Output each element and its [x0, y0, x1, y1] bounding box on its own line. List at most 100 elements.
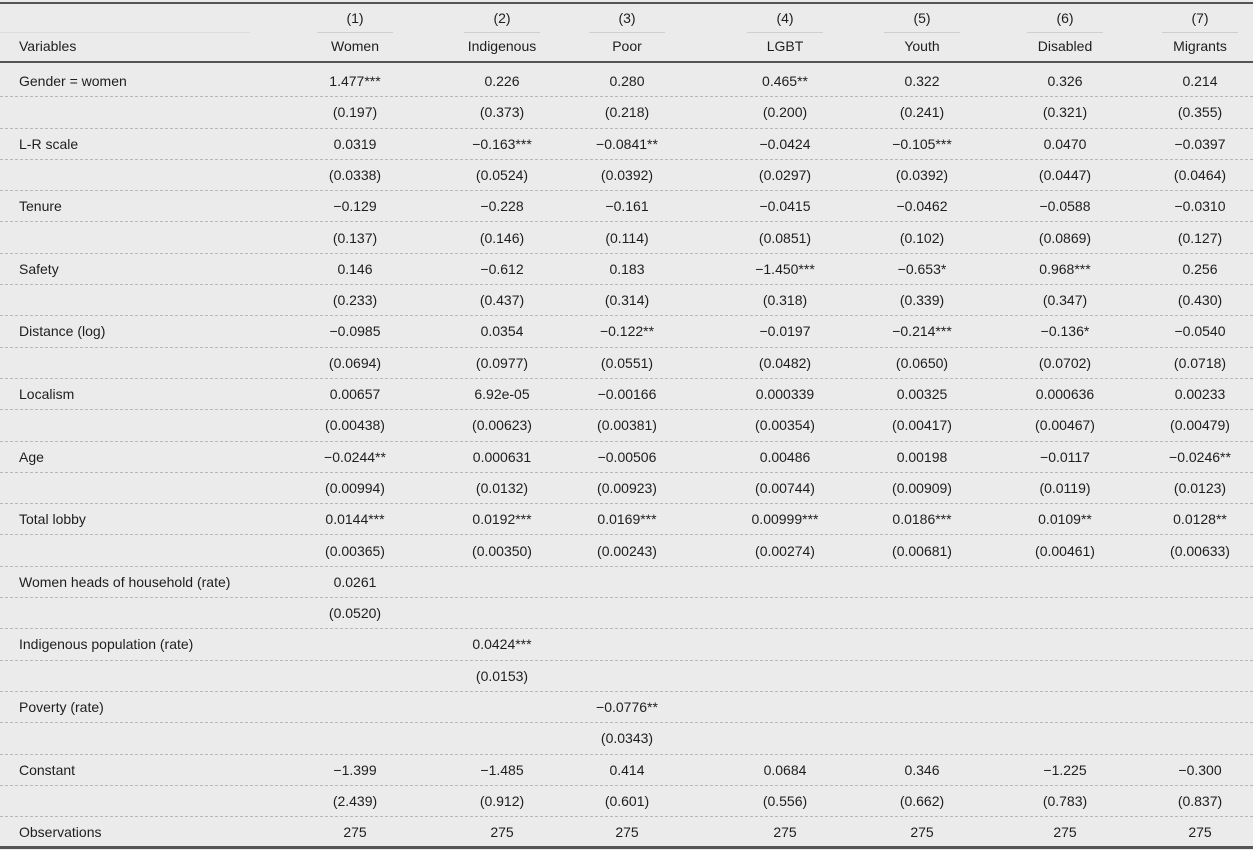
- coefficient: 0.00657: [329, 386, 381, 402]
- coefficient: 6.92e-05: [474, 386, 530, 402]
- coefficient-row: Poverty (rate) −0.0776**: [0, 692, 1253, 724]
- standard-error: (0.355): [1177, 104, 1223, 121]
- standard-error: (0.912): [479, 792, 525, 809]
- coefficient: 275: [910, 824, 934, 841]
- se-row: (0.0694) (0.0977) (0.0551) (0.0482) (0.0650)…: [0, 348, 1253, 379]
- column-label: Poor: [612, 38, 642, 54]
- column-label: Women: [331, 38, 379, 54]
- standard-error: (0.197): [332, 104, 378, 121]
- coefficient: 0.0192***: [472, 511, 532, 528]
- standard-error: (0.114): [605, 229, 649, 246]
- variable-label: Poverty (rate): [19, 699, 104, 715]
- standard-error: (0.321): [1042, 104, 1088, 121]
- standard-error: (0.0464): [1173, 166, 1227, 183]
- coefficient: −0.105***: [892, 135, 952, 152]
- coefficient-row: Constant −1.399 −1.485 0.414 0.0684 0.346 −1.2…: [0, 755, 1253, 786]
- standard-error: (0.00744): [755, 479, 815, 496]
- standard-error: (0.0482): [758, 354, 812, 371]
- column-number: (5): [913, 10, 931, 26]
- coefficient: 275: [615, 824, 639, 841]
- coefficient: 0.0354: [480, 323, 524, 340]
- variable-label: Constant: [19, 761, 76, 778]
- column-number: (1): [346, 10, 364, 26]
- standard-error: (0.0977): [475, 354, 529, 371]
- coefficient: −0.300: [1178, 761, 1222, 778]
- coefficient: −0.0310: [1174, 198, 1226, 215]
- coefficient: 0.346: [904, 761, 940, 778]
- coefficient: 0.183: [609, 260, 645, 277]
- standard-error: (0.00350): [472, 542, 532, 559]
- coefficient: −1.399: [333, 761, 377, 778]
- coefficient: −0.0117: [1040, 448, 1090, 465]
- standard-error: (0.0520): [328, 605, 382, 622]
- header-variables-label: Variables: [19, 38, 77, 54]
- standard-error: (0.347): [1042, 292, 1088, 309]
- coefficient: −0.122**: [599, 323, 655, 340]
- coefficient: 0.214: [1182, 73, 1218, 89]
- standard-error: (0.137): [332, 229, 378, 246]
- variable-label: Tenure: [19, 198, 62, 215]
- coefficient-row: Localism 0.00657 6.92e-05 −0.00166 0.000339 0…: [0, 379, 1253, 411]
- se-row: (2.439) (0.912) (0.601) (0.556) (0.662) (0.78…: [0, 786, 1253, 818]
- coefficient: −0.161: [605, 198, 649, 215]
- standard-error: (0.00681): [892, 542, 952, 559]
- standard-error: (0.218): [604, 104, 650, 121]
- coefficient-row: Tenure −0.129 −0.228 −0.161 −0.0415 −0.0462 −0…: [0, 191, 1253, 223]
- standard-error: (0.00994): [325, 479, 385, 496]
- standard-error: (0.783): [1042, 792, 1088, 809]
- coefficient: −0.0841**: [596, 135, 658, 152]
- coefficient: −0.136*: [1040, 323, 1090, 340]
- coefficient: 275: [1053, 824, 1077, 841]
- column-underline: [317, 32, 393, 33]
- column-label: LGBT: [766, 38, 804, 54]
- coefficient: −0.0397: [1174, 135, 1226, 152]
- variable-label: Gender = women: [19, 73, 127, 89]
- standard-error: (0.00381): [597, 417, 657, 434]
- column-label: Migrants: [1173, 38, 1227, 54]
- coefficient: −1.225: [1043, 761, 1087, 778]
- standard-error: (0.0694): [328, 354, 382, 371]
- se-row: (0.233) (0.437) (0.314) (0.318) (0.339) (0.34…: [0, 285, 1253, 317]
- standard-error: (0.0447): [1038, 166, 1092, 183]
- coefficient: 0.00198: [896, 448, 948, 465]
- column-underline: [1162, 32, 1238, 33]
- coefficient: 0.0424***: [472, 636, 532, 653]
- coefficient: −0.653*: [897, 260, 947, 277]
- coefficient: 0.000339: [755, 386, 815, 402]
- coefficient: −0.228: [480, 198, 524, 215]
- standard-error: (0.146): [479, 229, 525, 246]
- coefficient: 0.0319: [333, 135, 377, 152]
- standard-error: (0.0551): [600, 354, 654, 371]
- standard-error: (0.00417): [892, 417, 952, 434]
- top-rule: [0, 2, 1253, 4]
- coefficient: 0.0109**: [1038, 511, 1092, 528]
- coefficient-row: Distance (log) −0.0985 0.0354 −0.122** −0.01…: [0, 316, 1253, 348]
- standard-error: (0.373): [479, 104, 525, 121]
- variable-label: Localism: [19, 386, 75, 402]
- variable-label: Observations: [19, 824, 102, 841]
- standard-error: (0.127): [1177, 229, 1223, 246]
- standard-error: (0.0718): [1173, 354, 1227, 371]
- coefficient: 0.226: [484, 73, 520, 89]
- standard-error: (0.241): [899, 104, 945, 121]
- header-rule: [0, 61, 1253, 63]
- column-number: (6): [1056, 10, 1074, 26]
- standard-error: (0.00479): [1170, 417, 1230, 434]
- coefficient: −0.0540: [1174, 323, 1226, 340]
- coefficient: 0.00233: [1174, 386, 1226, 402]
- se-row: (0.00365) (0.00350) (0.00243) (0.00274) (0.0…: [0, 536, 1253, 567]
- coefficient: −1.485: [480, 761, 524, 778]
- coefficient: −0.0462: [896, 198, 948, 215]
- coefficient: 1.477***: [329, 73, 381, 89]
- se-row: (0.197) (0.373) (0.218) (0.200) (0.241) (0.32…: [0, 97, 1253, 129]
- se-row: (0.0153): [0, 661, 1253, 692]
- column-underline: [1027, 32, 1103, 33]
- coefficient: −0.129: [333, 198, 377, 215]
- standard-error: (0.00909): [892, 479, 952, 496]
- variable-label: Total lobby: [19, 511, 86, 528]
- standard-error: (0.00354): [755, 417, 815, 434]
- coefficient: 0.968***: [1039, 260, 1091, 277]
- standard-error: (0.200): [762, 104, 808, 121]
- standard-error: (0.00923): [597, 479, 657, 496]
